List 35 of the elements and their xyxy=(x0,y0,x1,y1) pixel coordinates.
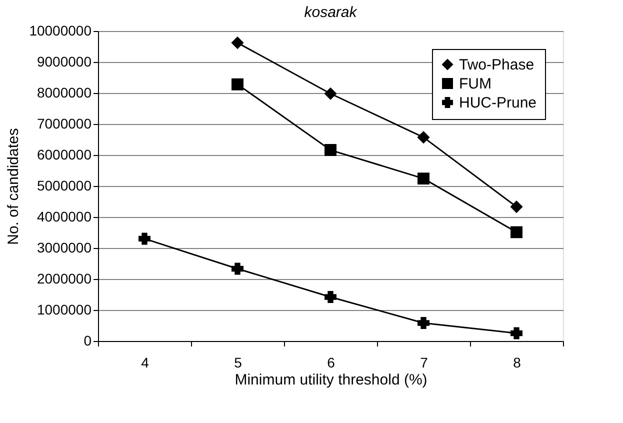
chart-title: kosarak xyxy=(304,4,358,21)
y-tick-label: 3000000 xyxy=(36,240,92,256)
legend-label: FUM xyxy=(459,76,492,92)
point xyxy=(510,327,522,340)
y-tick-label: 5000000 xyxy=(36,178,92,194)
y-axis-title: No. of candidates xyxy=(5,128,22,245)
point xyxy=(418,172,430,185)
point xyxy=(510,226,522,238)
x-tick-label: 5 xyxy=(234,354,242,370)
point xyxy=(324,88,336,100)
y-tick-label: 9000000 xyxy=(36,54,92,70)
legend-label: Two-Phase xyxy=(459,56,534,74)
x-tick-label: 7 xyxy=(420,354,428,370)
point xyxy=(418,131,430,144)
point xyxy=(418,317,430,330)
point xyxy=(324,290,336,303)
y-tick-label: 0 xyxy=(84,332,92,348)
y-tick-label: 7000000 xyxy=(36,116,92,132)
x-tick-label: 8 xyxy=(513,354,522,370)
point xyxy=(138,232,150,245)
y-tick-label: 10000000 xyxy=(29,22,92,38)
point xyxy=(232,36,244,49)
point xyxy=(232,262,244,275)
legend-label: HUC-Prune xyxy=(459,94,537,112)
x-tick-label: 6 xyxy=(327,354,336,370)
point xyxy=(232,78,244,90)
x-tick-label: 4 xyxy=(141,354,150,370)
y-tick-label: 1000000 xyxy=(36,302,92,318)
y-tick-label: 4000000 xyxy=(36,208,92,224)
y-tick-label: 2000000 xyxy=(36,270,92,286)
x-axis-title: Minimum utility threshold (%) xyxy=(234,372,428,388)
y-tick-label: 8000000 xyxy=(36,84,92,100)
point xyxy=(510,200,522,213)
y-tick-label: 6000000 xyxy=(36,146,92,162)
point xyxy=(324,144,336,156)
